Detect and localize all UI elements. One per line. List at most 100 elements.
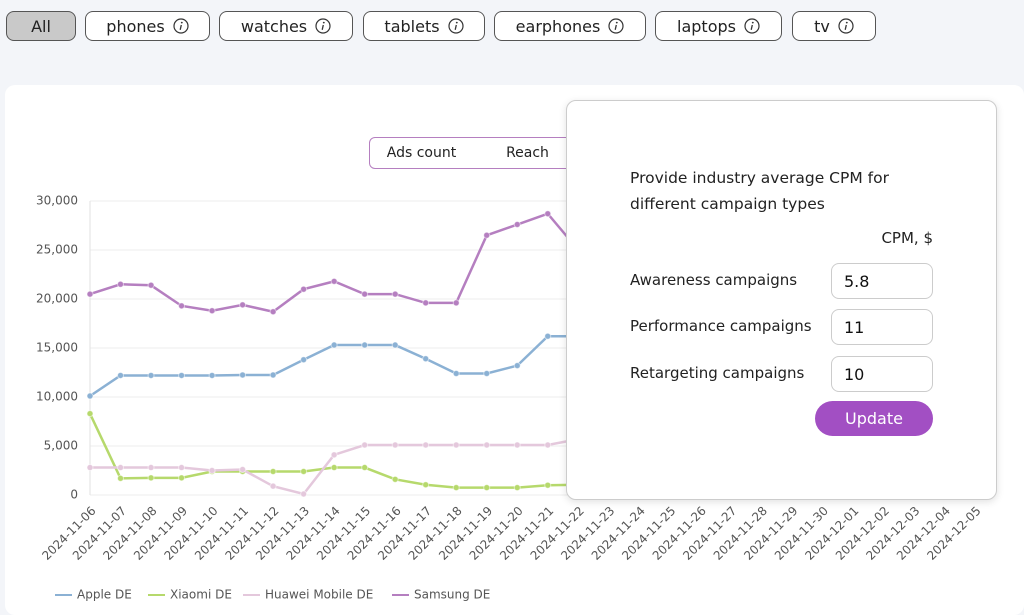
- y-tick-label: 10,000: [36, 390, 78, 404]
- data-point: [391, 475, 399, 483]
- data-point: [422, 441, 430, 449]
- data-point: [269, 467, 277, 475]
- filter-button[interactable]: watches: [219, 11, 353, 41]
- data-point: [239, 301, 247, 309]
- data-point: [544, 481, 552, 489]
- data-point: [513, 484, 521, 492]
- data-point: [86, 464, 94, 472]
- info-icon[interactable]: [447, 18, 464, 34]
- column-label: CPM, $: [881, 229, 933, 247]
- data-point: [178, 464, 186, 472]
- filter-label: watches: [240, 16, 308, 36]
- data-point: [391, 290, 399, 298]
- data-point: [147, 474, 155, 482]
- y-tick-label: 25,000: [36, 243, 78, 257]
- update-button[interactable]: Update: [815, 401, 933, 436]
- filter-label: All: [31, 16, 51, 36]
- data-point: [117, 474, 125, 482]
- data-point: [117, 280, 125, 288]
- data-point: [452, 441, 460, 449]
- data-point: [422, 355, 430, 363]
- data-point: [330, 341, 338, 349]
- series-line: [88, 413, 579, 489]
- data-point: [361, 290, 369, 298]
- toggle-button[interactable]: Reach: [473, 137, 583, 169]
- data-point: [239, 371, 247, 379]
- data-point: [391, 441, 399, 449]
- cpm-input[interactable]: 10: [831, 356, 933, 392]
- data-point: [361, 341, 369, 349]
- data-point: [117, 371, 125, 379]
- row-label: Performance campaigns: [630, 317, 812, 335]
- data-point: [269, 371, 277, 379]
- data-point: [513, 362, 521, 370]
- y-tick-label: 5,000: [44, 439, 78, 453]
- filter-button[interactable]: earphones: [494, 11, 646, 41]
- legend-label: Apple DE: [77, 588, 132, 602]
- data-point: [269, 308, 277, 316]
- data-point: [544, 332, 552, 340]
- data-point: [147, 281, 155, 289]
- data-point: [300, 356, 308, 364]
- y-tick-label: 0: [70, 488, 78, 502]
- data-point: [544, 441, 552, 449]
- data-point: [300, 490, 308, 498]
- filter-label: tv: [814, 16, 830, 36]
- info-icon[interactable]: [315, 18, 331, 34]
- data-point: [391, 341, 399, 349]
- row-label: Awareness campaigns: [630, 271, 798, 289]
- data-point: [361, 441, 369, 449]
- data-point: [330, 277, 338, 285]
- data-point: [239, 466, 247, 474]
- data-point: [483, 231, 491, 239]
- data-point: [178, 474, 186, 482]
- filter-label: laptops: [677, 16, 736, 36]
- cpm-input[interactable]: 11: [831, 309, 933, 345]
- filter-button[interactable]: tv: [792, 11, 876, 41]
- cpm-popup: Provide industry average CPM for differe…: [566, 100, 997, 500]
- data-point: [513, 221, 521, 229]
- data-point: [483, 484, 491, 492]
- y-tick-label: 20,000: [36, 292, 78, 306]
- data-point: [422, 481, 430, 489]
- data-point: [178, 302, 186, 310]
- popup-title: Provide industry average CPM for differe…: [630, 169, 889, 213]
- data-point: [178, 371, 186, 379]
- info-icon[interactable]: [744, 18, 760, 34]
- data-point: [483, 441, 491, 449]
- data-point: [452, 369, 460, 377]
- info-icon[interactable]: [838, 18, 854, 34]
- cpm-input[interactable]: 5.8: [831, 263, 933, 299]
- toggle-button[interactable]: Ads count: [369, 137, 474, 169]
- data-point: [361, 464, 369, 472]
- data-point: [330, 451, 338, 459]
- legend-label: Huawei Mobile DE: [265, 588, 373, 602]
- data-point: [269, 482, 277, 490]
- legend-label: Samsung DE: [414, 588, 490, 602]
- y-tick-label: 15,000: [36, 341, 78, 355]
- filter-button[interactable]: laptops: [655, 11, 782, 41]
- data-point: [330, 464, 338, 472]
- data-point: [300, 467, 308, 475]
- filter-button[interactable]: phones: [85, 11, 210, 41]
- legend-label: Xiaomi DE: [170, 588, 232, 602]
- info-icon[interactable]: [608, 18, 624, 34]
- data-point: [86, 290, 94, 298]
- data-point: [452, 484, 460, 492]
- data-point: [147, 464, 155, 472]
- filter-label: phones: [106, 16, 165, 36]
- data-point: [208, 467, 216, 474]
- filter-button[interactable]: tablets: [363, 11, 485, 41]
- data-point: [208, 307, 216, 315]
- row-label: Retargeting campaigns: [630, 364, 805, 382]
- data-point: [483, 369, 491, 377]
- data-point: [422, 299, 430, 307]
- data-point: [86, 410, 94, 418]
- filter-button[interactable]: All: [6, 11, 76, 41]
- data-point: [117, 464, 125, 472]
- data-point: [544, 210, 552, 218]
- info-icon[interactable]: [173, 18, 189, 34]
- data-point: [452, 299, 460, 307]
- data-point: [300, 285, 308, 293]
